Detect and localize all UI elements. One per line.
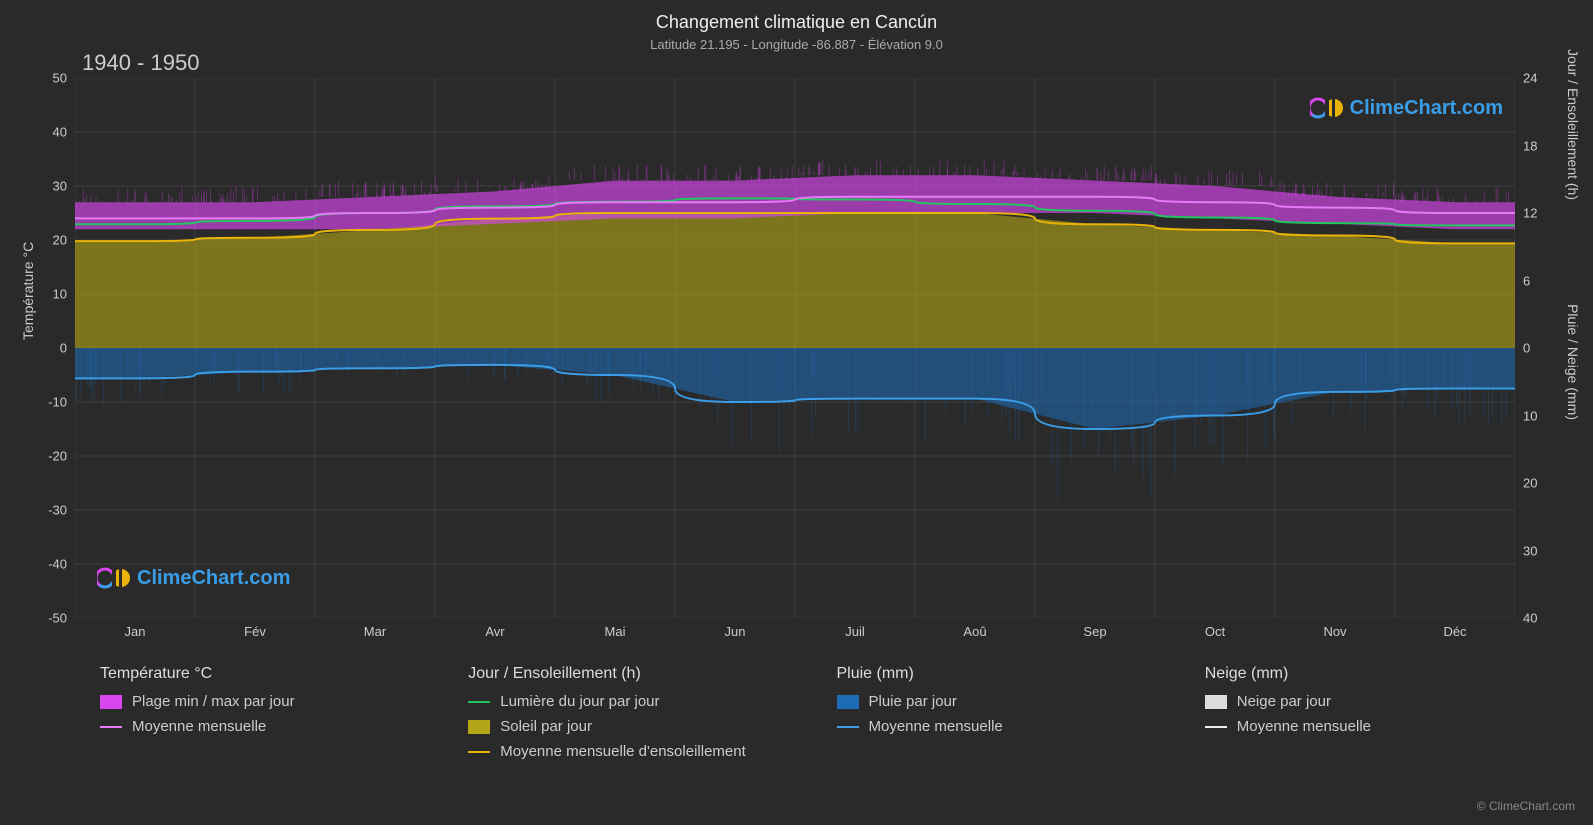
y-tick-left: -50 xyxy=(48,611,75,626)
legend-label: Moyenne mensuelle xyxy=(1237,718,1371,735)
legend-label: Neige par jour xyxy=(1237,693,1331,710)
y-tick-right: 30 xyxy=(1515,543,1537,558)
legend-item: Moyenne mensuelle xyxy=(100,718,428,735)
x-tick: Nov xyxy=(1323,618,1346,639)
legend-item: Moyenne mensuelle xyxy=(1205,718,1533,735)
y-tick-left: 50 xyxy=(53,71,75,86)
logo-icon xyxy=(97,566,131,590)
y-tick-right: 20 xyxy=(1515,476,1537,491)
legend-swatch xyxy=(1205,726,1227,728)
legend-label: Soleil par jour xyxy=(500,718,592,735)
y-tick-right: 18 xyxy=(1515,138,1537,153)
x-tick: Mai xyxy=(605,618,626,639)
legend-swatch xyxy=(468,720,490,734)
x-tick: Sep xyxy=(1083,618,1106,639)
y-tick-left: -10 xyxy=(48,395,75,410)
x-tick: Jan xyxy=(125,618,146,639)
watermark-top: ClimeChart.com xyxy=(1310,96,1503,120)
y-axis-right-top-label: Jour / Ensoleillement (h) xyxy=(1565,49,1581,200)
legend-group: Neige (mm) Neige par jour Moyenne mensuell… xyxy=(1205,665,1533,768)
y-tick-left: 10 xyxy=(53,287,75,302)
legend-swatch xyxy=(837,726,859,728)
legend: Température °C Plage min / max par jour Mo… xyxy=(100,665,1533,768)
x-tick: Avr xyxy=(485,618,504,639)
y-tick-right: 0 xyxy=(1515,341,1530,356)
legend-item: Lumière du jour par jour xyxy=(468,693,796,710)
y-tick-right: 6 xyxy=(1515,273,1530,288)
watermark-text: ClimeChart.com xyxy=(1350,97,1503,120)
y-tick-left: 20 xyxy=(53,233,75,248)
y-tick-left: 0 xyxy=(60,341,75,356)
x-tick: Juil xyxy=(845,618,865,639)
x-tick: Déc xyxy=(1443,618,1466,639)
legend-header: Température °C xyxy=(100,665,428,683)
legend-label: Moyenne mensuelle d'ensoleillement xyxy=(500,743,746,760)
legend-item: Pluie par jour xyxy=(837,693,1165,710)
legend-group: Température °C Plage min / max par jour Mo… xyxy=(100,665,428,768)
legend-label: Moyenne mensuelle xyxy=(869,718,1003,735)
chart-subtitle: Latitude 21.195 - Longitude -86.887 - Él… xyxy=(0,33,1593,52)
x-tick: Mar xyxy=(364,618,386,639)
copyright: © ClimeChart.com xyxy=(1477,799,1575,813)
legend-label: Moyenne mensuelle xyxy=(132,718,266,735)
legend-label: Lumière du jour par jour xyxy=(500,693,659,710)
period-label: 1940 - 1950 xyxy=(82,50,199,76)
legend-label: Pluie par jour xyxy=(869,693,957,710)
legend-label: Plage min / max par jour xyxy=(132,693,295,710)
legend-item: Moyenne mensuelle d'ensoleillement xyxy=(468,743,796,760)
x-tick: Jun xyxy=(725,618,746,639)
plot-svg xyxy=(75,78,1515,618)
legend-swatch xyxy=(837,695,859,709)
y-tick-right: 24 xyxy=(1515,71,1537,86)
y-axis-left-label: Température °C xyxy=(20,242,36,340)
logo-icon xyxy=(1310,96,1344,120)
chart-title: Changement climatique en Cancún xyxy=(0,0,1593,33)
legend-header: Pluie (mm) xyxy=(837,665,1165,683)
legend-item: Neige par jour xyxy=(1205,693,1533,710)
legend-item: Soleil par jour xyxy=(468,718,796,735)
legend-header: Jour / Ensoleillement (h) xyxy=(468,665,796,683)
watermark-bottom: ClimeChart.com xyxy=(97,566,290,590)
y-tick-right: 40 xyxy=(1515,611,1537,626)
y-tick-left: -40 xyxy=(48,557,75,572)
legend-swatch xyxy=(468,701,490,703)
legend-group: Pluie (mm) Pluie par jour Moyenne mensuell… xyxy=(837,665,1165,768)
legend-header: Neige (mm) xyxy=(1205,665,1533,683)
legend-swatch xyxy=(100,726,122,728)
x-tick: Oct xyxy=(1205,618,1225,639)
x-tick: Fév xyxy=(244,618,266,639)
legend-swatch xyxy=(468,751,490,753)
legend-group: Jour / Ensoleillement (h) Lumière du jour… xyxy=(468,665,796,768)
legend-swatch xyxy=(100,695,122,709)
y-tick-left: 30 xyxy=(53,179,75,194)
legend-item: Plage min / max par jour xyxy=(100,693,428,710)
y-axis-right-bottom-label: Pluie / Neige (mm) xyxy=(1565,304,1581,420)
y-tick-left: -20 xyxy=(48,449,75,464)
y-tick-left: -30 xyxy=(48,503,75,518)
plot-area: -50-40-30-20-1001020304050 0612182410203… xyxy=(75,78,1515,618)
legend-swatch xyxy=(1205,695,1227,709)
climate-chart: Changement climatique en Cancún Latitude… xyxy=(0,0,1593,825)
legend-item: Moyenne mensuelle xyxy=(837,718,1165,735)
y-tick-left: 40 xyxy=(53,125,75,140)
y-tick-right: 10 xyxy=(1515,408,1537,423)
x-tick: Aoû xyxy=(963,618,986,639)
y-tick-right: 12 xyxy=(1515,206,1537,221)
watermark-text: ClimeChart.com xyxy=(137,567,290,590)
sun-fill xyxy=(75,213,1515,348)
